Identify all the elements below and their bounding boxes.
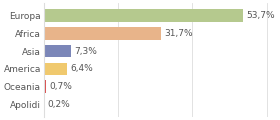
Text: 0,7%: 0,7% (49, 82, 72, 91)
Bar (44, 9, 243, 22)
Text: 7,3%: 7,3% (74, 47, 97, 56)
Bar (44, 63, 67, 75)
Bar (44, 81, 46, 93)
Bar (44, 27, 162, 39)
Text: 0,2%: 0,2% (47, 100, 70, 109)
Text: 53,7%: 53,7% (246, 11, 275, 20)
Text: 6,4%: 6,4% (70, 64, 93, 73)
Text: 31,7%: 31,7% (164, 29, 193, 38)
Bar (44, 45, 71, 57)
